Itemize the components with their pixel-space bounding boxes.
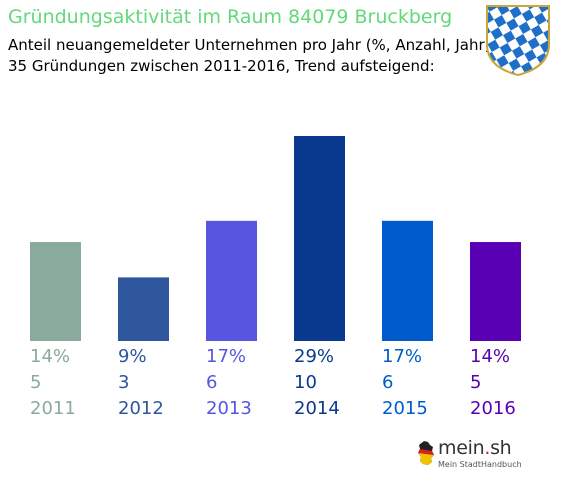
bar-2015 [382,220,433,341]
bar-label-group-2012: 9% 3 2012 [118,344,164,422]
bar-label-group-2015: 17% 6 2015 [382,344,428,422]
year-label: 2013 [206,398,252,419]
percent-label: 17% [206,346,247,367]
germany-map-icon [418,441,434,465]
bar-label-group-2011: 14% 5 2011 [30,344,76,422]
count-label: 6 [382,372,394,393]
mein-sh-logo: mein.sh Mein StadtHandbuch [416,433,526,475]
bar-2014 [294,136,345,341]
year-label: 2016 [470,398,516,419]
subtitle-line-1: Anteil neuangemeldeter Unternehmen pro J… [8,36,491,54]
year-label: 2011 [30,398,76,419]
year-label: 2012 [118,398,164,419]
percent-label: 14% [470,346,511,367]
bar-2012 [118,277,169,341]
year-label: 2014 [294,398,340,419]
chart-title: Gründungsaktivität im Raum 84079 Bruckbe… [8,6,453,28]
bar-2013 [206,220,257,341]
bar-2011 [30,242,81,341]
bar-2016 [470,242,521,341]
subtitle-line-2: 35 Gründungen zwischen 2011-2016, Trend … [8,57,435,75]
logo-tagline: Mein StadtHandbuch [438,460,522,469]
bar-label-group-2016: 14% 5 2016 [470,344,516,422]
chart-subtitle: Anteil neuangemeldeter Unternehmen pro J… [8,35,491,77]
percent-label: 14% [30,346,71,367]
percent-label: 9% [118,346,147,367]
bar-label-group-2013: 17% 6 2013 [206,344,252,422]
bavaria-crest-icon [486,5,550,76]
count-label: 5 [470,372,482,393]
bar-label-group-2014: 29% 10 2014 [294,344,340,422]
percent-label: 17% [382,346,423,367]
count-label: 10 [294,372,317,393]
count-label: 5 [30,372,42,393]
count-label: 3 [118,372,130,393]
percent-label: 29% [294,346,335,367]
year-label: 2015 [382,398,428,419]
count-label: 6 [206,372,218,393]
logo-wordmark: mein.sh [438,437,512,459]
